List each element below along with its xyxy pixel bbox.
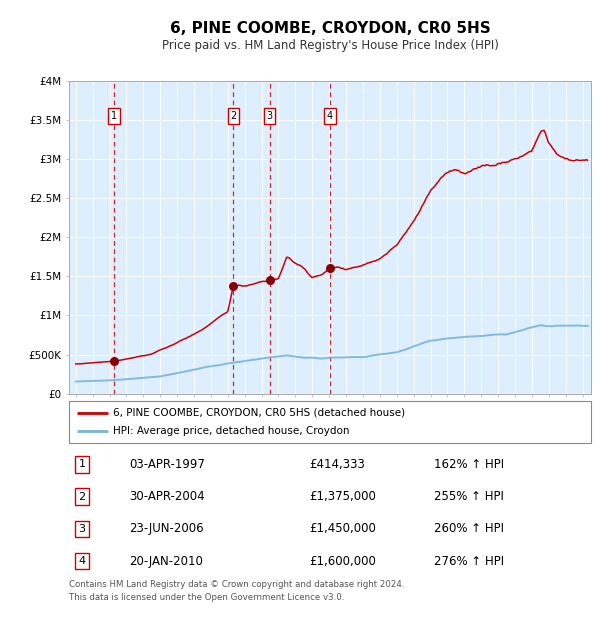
- Text: 03-APR-1997: 03-APR-1997: [129, 458, 205, 471]
- Text: 1: 1: [79, 459, 86, 469]
- Text: 162% ↑ HPI: 162% ↑ HPI: [434, 458, 505, 471]
- Text: 2: 2: [230, 111, 236, 121]
- Text: £1,600,000: £1,600,000: [309, 555, 376, 567]
- Text: 23-JUN-2006: 23-JUN-2006: [129, 523, 203, 535]
- Text: Price paid vs. HM Land Registry's House Price Index (HPI): Price paid vs. HM Land Registry's House …: [161, 40, 499, 52]
- Text: 3: 3: [266, 111, 272, 121]
- Text: 2: 2: [79, 492, 86, 502]
- Text: Contains HM Land Registry data © Crown copyright and database right 2024.
This d: Contains HM Land Registry data © Crown c…: [69, 580, 404, 602]
- Text: 3: 3: [79, 524, 86, 534]
- Text: £1,375,000: £1,375,000: [309, 490, 376, 503]
- Text: 4: 4: [327, 111, 333, 121]
- Text: 260% ↑ HPI: 260% ↑ HPI: [434, 523, 505, 535]
- Text: 6, PINE COOMBE, CROYDON, CR0 5HS (detached house): 6, PINE COOMBE, CROYDON, CR0 5HS (detach…: [113, 408, 406, 418]
- Text: 255% ↑ HPI: 255% ↑ HPI: [434, 490, 504, 503]
- Text: 4: 4: [79, 556, 86, 566]
- Text: HPI: Average price, detached house, Croydon: HPI: Average price, detached house, Croy…: [113, 427, 350, 436]
- Text: 6, PINE COOMBE, CROYDON, CR0 5HS: 6, PINE COOMBE, CROYDON, CR0 5HS: [170, 21, 490, 36]
- Text: £414,333: £414,333: [309, 458, 365, 471]
- Text: 20-JAN-2010: 20-JAN-2010: [129, 555, 203, 567]
- Text: £1,450,000: £1,450,000: [309, 523, 376, 535]
- Text: 276% ↑ HPI: 276% ↑ HPI: [434, 555, 505, 567]
- Text: 30-APR-2004: 30-APR-2004: [129, 490, 205, 503]
- Text: 1: 1: [111, 111, 117, 121]
